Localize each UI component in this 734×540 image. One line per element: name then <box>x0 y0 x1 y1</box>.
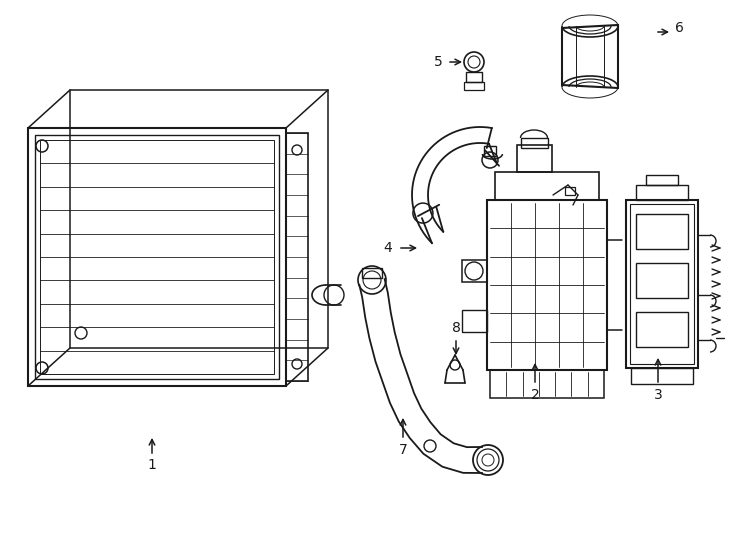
Bar <box>28 128 286 386</box>
Text: 8: 8 <box>451 321 460 335</box>
Text: 2: 2 <box>531 388 539 402</box>
Bar <box>636 214 688 249</box>
Bar <box>466 72 482 82</box>
Bar <box>484 146 496 156</box>
Text: 7: 7 <box>399 443 407 457</box>
Bar <box>646 175 678 185</box>
Bar <box>626 200 698 368</box>
Bar <box>636 185 688 200</box>
Bar <box>636 263 688 298</box>
Bar <box>565 187 575 195</box>
Bar <box>487 200 607 370</box>
Text: 3: 3 <box>653 388 662 402</box>
Bar <box>521 138 548 148</box>
Bar <box>462 260 487 282</box>
Bar <box>495 172 599 200</box>
Bar <box>462 310 487 332</box>
Bar <box>630 204 694 364</box>
Text: 5: 5 <box>434 55 443 69</box>
Bar <box>636 312 688 347</box>
Bar <box>517 145 552 172</box>
Bar <box>362 268 382 278</box>
Bar <box>631 368 693 384</box>
Text: 6: 6 <box>675 21 683 35</box>
Text: 1: 1 <box>148 458 156 472</box>
Bar <box>286 133 308 381</box>
Bar <box>490 370 604 398</box>
Bar <box>35 135 279 379</box>
Bar <box>464 82 484 90</box>
Text: 4: 4 <box>384 241 393 255</box>
Bar <box>40 140 274 374</box>
